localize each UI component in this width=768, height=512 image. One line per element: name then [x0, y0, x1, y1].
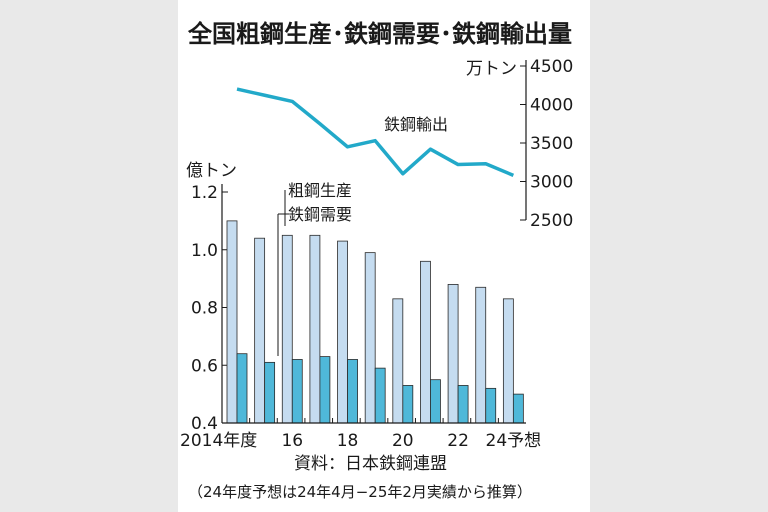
bar-demand-3 — [319, 356, 331, 424]
bar-production-7 — [420, 260, 431, 424]
x-axis-ticks: 2014年度 16 18 20 22 24予想 — [180, 418, 541, 451]
x-tick-label-2: 18 — [337, 431, 359, 451]
bar-production-5 — [364, 252, 376, 424]
right-tick-label-0: 4500 — [530, 57, 573, 77]
left-tick-label-0: 1.2 — [191, 183, 218, 203]
right-tick-label-2: 3500 — [530, 134, 573, 154]
label-production: 粗鋼生産 — [288, 181, 352, 200]
bar-demand-5 — [374, 367, 386, 424]
x-tick-label-4: 22 — [447, 431, 469, 451]
x-tick-label-3: 20 — [392, 431, 414, 451]
bar-production-8 — [447, 283, 459, 424]
left-tick-label-4: 0.4 — [191, 414, 218, 434]
chart-title: 全国粗鋼生産･鉄鋼需要･鉄鋼輸出量 — [187, 20, 572, 48]
label-export: 鉄鋼輸出 — [384, 115, 448, 134]
line-series — [236, 87, 515, 177]
bar-demand-7 — [430, 379, 441, 424]
label-demand: 鉄鋼需要 — [288, 205, 352, 224]
right-tick-label-1: 4000 — [530, 96, 573, 116]
bar-production-0 — [226, 220, 238, 424]
chart-svg: 全国粗鋼生産･鉄鋼需要･鉄鋼輸出量 億トン 万トン 1.2 1.0 0.8 0.6 0.… — [180, 20, 573, 501]
right-axis-unit: 万トン — [466, 59, 517, 79]
left-axis-ticks: 1.2 1.0 0.8 0.6 0.4 — [191, 183, 228, 434]
bar-production-4 — [337, 240, 348, 424]
bar-demand-9 — [485, 387, 497, 424]
left-tick-label-3: 0.6 — [191, 356, 218, 376]
x-tick-label-1: 16 — [281, 431, 303, 451]
bar-demand-1 — [264, 361, 276, 424]
x-tick-label-5: 24予想 — [486, 431, 542, 451]
bar-production-10 — [502, 298, 514, 424]
bar-demand-8 — [457, 385, 469, 424]
right-tick-label-3: 3000 — [530, 173, 573, 193]
axes — [221, 60, 527, 424]
source-text: 資料：日本鉄鋼連盟 — [294, 454, 447, 474]
bar-demand-10 — [512, 393, 524, 424]
bar-production-3 — [309, 234, 321, 424]
footnote-text: （24年度予想は24年4月−25年2月実績から推算） — [188, 483, 532, 501]
bar-production-1 — [254, 237, 266, 424]
x-tick-label-0: 2014年度 — [180, 431, 257, 451]
bar-demand-0 — [236, 353, 248, 424]
export-line — [236, 87, 515, 177]
bar-demand-4 — [347, 359, 358, 424]
bar-demand-2 — [291, 359, 303, 424]
bar-series — [226, 220, 524, 424]
left-tick-label-2: 0.8 — [191, 299, 218, 319]
right-tick-label-4: 2500 — [530, 211, 573, 231]
bar-production-9 — [475, 286, 487, 424]
bar-production-2 — [281, 234, 293, 424]
left-tick-label-1: 1.0 — [191, 241, 218, 261]
chart-panel: 全国粗鋼生産･鉄鋼需要･鉄鋼輸出量 億トン 万トン 1.2 1.0 0.8 0.6 0.… — [178, 0, 590, 512]
bar-demand-6 — [402, 385, 414, 424]
left-axis-unit: 億トン — [186, 161, 237, 181]
bar-production-6 — [392, 298, 404, 424]
right-axis-ticks: 4500 4000 3500 3000 2500 — [520, 57, 573, 231]
